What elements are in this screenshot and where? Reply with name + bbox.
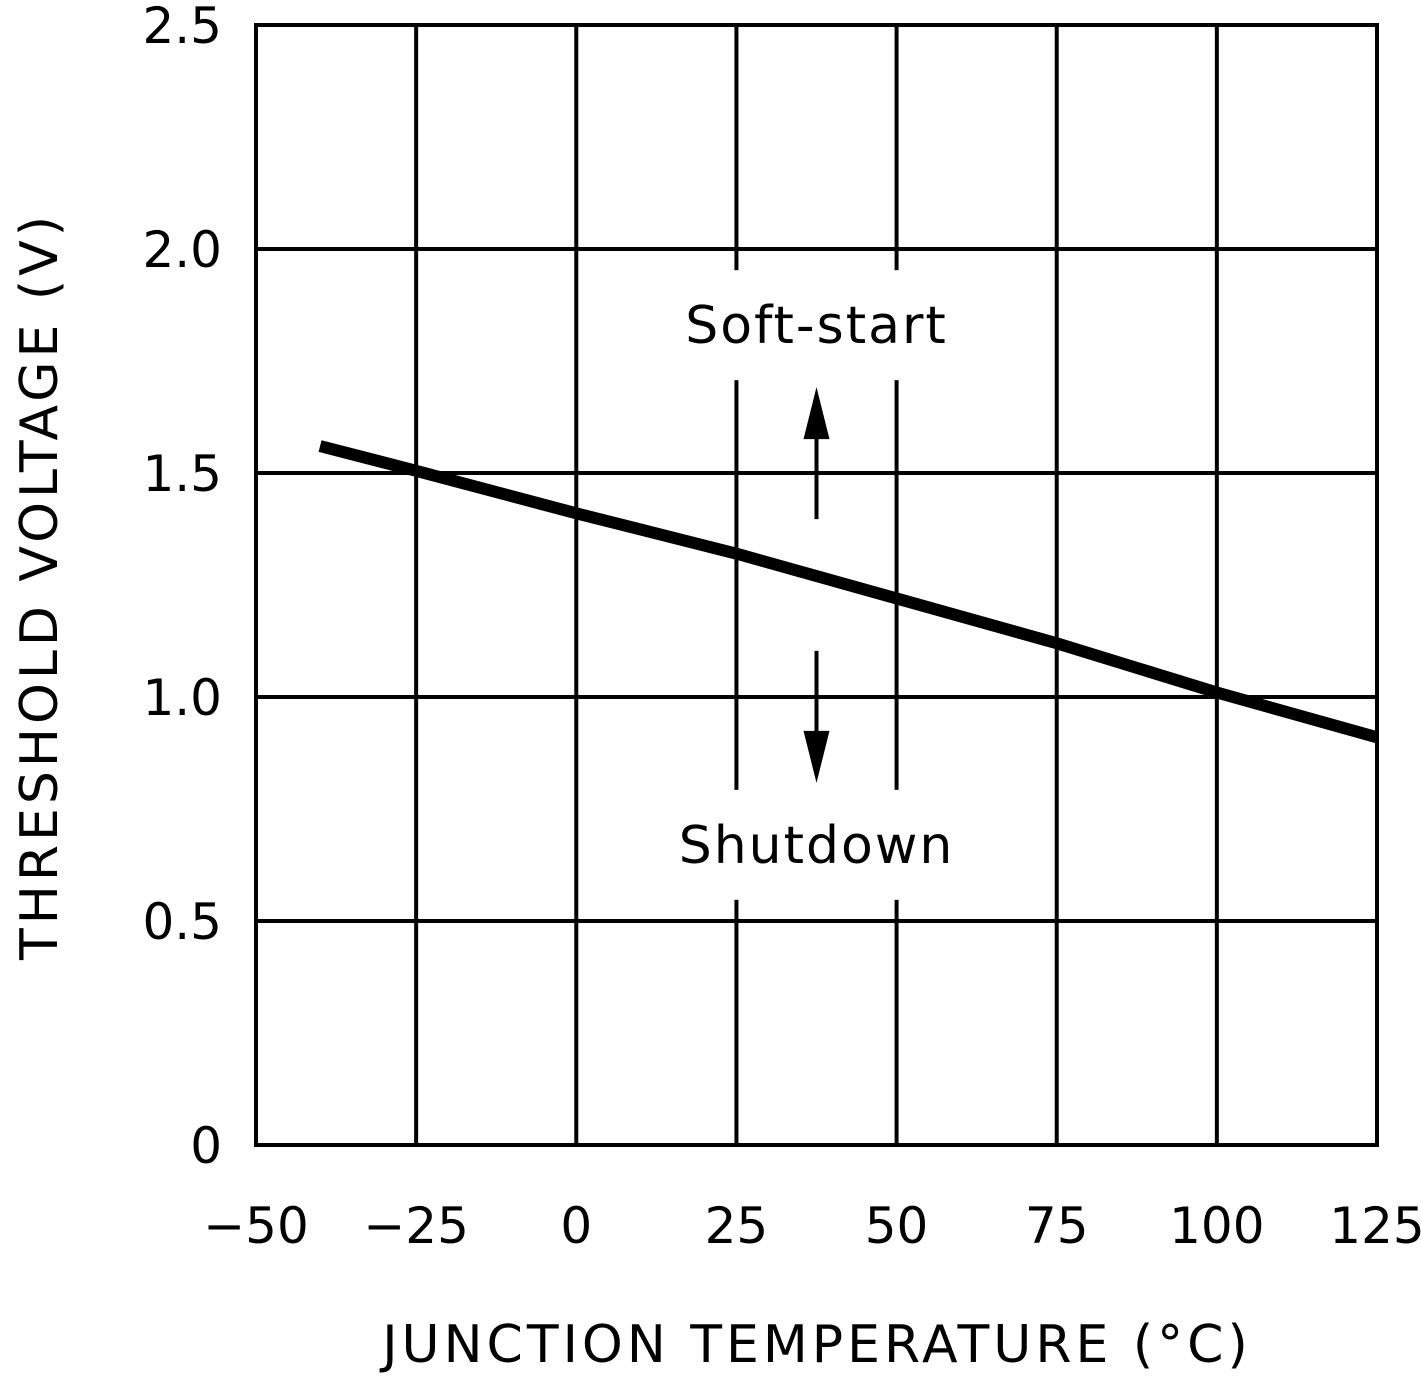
x-tick-label: 100	[1169, 1197, 1264, 1255]
annotation-label: Shutdown	[679, 816, 955, 876]
y-tick-label: 1.0	[142, 669, 222, 727]
series-line	[318, 440, 1379, 744]
x-tick-label: −25	[363, 1197, 469, 1255]
grid-layer	[254, 23, 1379, 1147]
x-axis-title: JUNCTION TEMPERATURE (°C)	[379, 1315, 1252, 1375]
x-tick-label: 0	[560, 1197, 592, 1255]
y-tick-label: 2.0	[142, 221, 222, 279]
annotation-label: Soft-start	[685, 296, 947, 356]
annotation-knockout	[656, 789, 977, 900]
annotation-layer: Soft-start Shutdown	[656, 270, 977, 900]
y-tick-label: 0	[190, 1117, 222, 1175]
y-tick-label: 2.5	[142, 0, 222, 55]
annotation-arrow-head	[803, 730, 830, 783]
x-tick-label: 25	[705, 1197, 769, 1255]
x-tick-label: 75	[1025, 1197, 1089, 1255]
plot-frame	[254, 23, 1379, 1147]
tick-label-layer: −50 −25 0 25 50 75 100 125 0 0.5 1.0 1.5 2.0 2.5	[142, 0, 1421, 1255]
x-tick-label: 125	[1329, 1197, 1421, 1255]
x-tick-label: 50	[865, 1197, 929, 1255]
annotation-knockout	[656, 270, 977, 381]
series-layer	[318, 440, 1379, 744]
y-tick-label: 1.5	[142, 445, 222, 503]
annotation-arrow-head	[803, 387, 830, 440]
y-tick-label: 0.5	[142, 893, 222, 951]
x-tick-label: −50	[203, 1197, 309, 1255]
y-axis-title: THRESHOLD VOLTAGE (V)	[10, 212, 70, 961]
